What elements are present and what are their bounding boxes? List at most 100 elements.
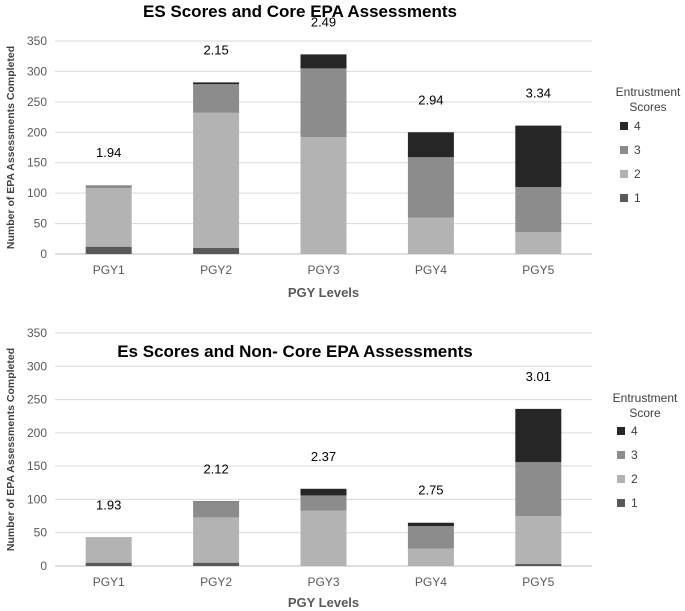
data-label-mean-es: 2.94 (418, 92, 443, 107)
y-tick-label: 0 (40, 559, 47, 573)
x-tick-label: PGY3 (307, 575, 339, 589)
legend-title: Scores (629, 100, 666, 114)
data-label-mean-es: 2.15 (203, 42, 228, 57)
y-axis-label: Number of EPA Assessments Completed (5, 46, 17, 249)
bar-segment-pgy5-score-3 (515, 187, 562, 233)
x-tick-label: PGY2 (200, 575, 232, 589)
y-tick-label: 100 (27, 186, 47, 200)
x-tick-label: PGY3 (307, 263, 339, 277)
bar-segment-pgy5-score-3 (515, 462, 562, 517)
x-tick-label: PGY1 (93, 575, 125, 589)
data-label-mean-es: 2.49 (311, 14, 336, 29)
bar-segment-pgy1-score-3 (85, 185, 132, 189)
legend-swatch (620, 170, 628, 178)
data-label-mean-es: 3.01 (526, 369, 551, 384)
bar-segment-pgy2-score-1 (193, 247, 240, 254)
bar-segment-pgy2-score-1 (193, 562, 240, 566)
bar-segment-pgy4-score-4 (407, 522, 454, 527)
data-label-mean-es: 2.37 (311, 449, 336, 464)
bar-segment-pgy3-score-2 (300, 510, 347, 566)
legend-label: 4 (634, 119, 641, 133)
legend-label: 3 (631, 448, 638, 462)
data-label-mean-es: 1.94 (96, 145, 121, 160)
bar-segment-pgy1-score-1 (85, 246, 132, 254)
chart-title: Es Scores and Non- Core EPA Assessments (117, 342, 473, 361)
y-tick-label: 250 (27, 393, 47, 407)
bar-segment-pgy1-score-2 (85, 538, 132, 563)
legend-title: Entrustment (613, 391, 678, 405)
data-label-mean-es: 3.34 (526, 86, 551, 101)
bar-segment-pgy3-score-3 (300, 68, 347, 138)
y-tick-label: 200 (27, 125, 47, 139)
legend-swatch (617, 499, 625, 507)
legend-label: 2 (634, 167, 641, 181)
bar-segment-pgy5-score-2 (515, 516, 562, 565)
bar-segment-pgy3-score-4 (300, 488, 347, 496)
bar-segment-pgy2-score-3 (193, 84, 240, 113)
legend-title: Entrustment (616, 85, 681, 99)
legend-label: 1 (631, 496, 638, 510)
data-label-mean-es: 1.93 (96, 497, 121, 512)
bar-segment-pgy1-score-1 (85, 562, 132, 566)
x-tick-label: PGY5 (522, 263, 554, 277)
legend-swatch (620, 122, 628, 130)
y-tick-label: 250 (27, 95, 47, 109)
legend-label: 1 (634, 191, 641, 205)
legend-title: Score (629, 406, 661, 420)
y-tick-label: 0 (40, 247, 47, 261)
x-tick-label: PGY1 (93, 263, 125, 277)
chart-title: ES Scores and Core EPA Assessments (143, 2, 457, 21)
y-tick-label: 150 (27, 156, 47, 170)
legend-label: 4 (631, 424, 638, 438)
y-tick-label: 300 (27, 64, 47, 78)
bar-segment-pgy4-score-2 (407, 217, 454, 254)
bar-segment-pgy3-score-4 (300, 54, 347, 69)
bar-segment-pgy2-score-4 (193, 82, 240, 85)
y-tick-label: 50 (34, 217, 48, 231)
legend-label: 3 (634, 143, 641, 157)
bar-segment-pgy3-score-2 (300, 137, 347, 254)
y-tick-label: 100 (27, 492, 47, 506)
bar-segment-pgy5-score-2 (515, 232, 562, 254)
bar-segment-pgy5-score-4 (515, 408, 562, 463)
x-tick-label: PGY2 (200, 263, 232, 277)
data-label-mean-es: 2.12 (203, 461, 228, 476)
legend-swatch (617, 451, 625, 459)
bar-segment-pgy2-score-2 (193, 517, 240, 563)
legend-swatch (620, 194, 628, 202)
bar-segment-pgy1-score-2 (85, 188, 132, 247)
x-tick-label: PGY4 (415, 263, 447, 277)
bar-segment-pgy5-score-4 (515, 125, 562, 188)
legend-swatch (617, 427, 625, 435)
chart-1: 0 50 100 150 200 250 300 350 PGY1 1.94 PGY2 2.15 PGY… (5, 2, 681, 300)
bar-segment-pgy5-score-1 (515, 564, 562, 566)
y-tick-label: 150 (27, 459, 47, 473)
legend-label: 2 (631, 472, 638, 486)
y-tick-label: 350 (27, 34, 47, 48)
legend-swatch (617, 475, 625, 483)
x-tick-label: PGY5 (522, 575, 554, 589)
bar-segment-pgy4-score-3 (407, 526, 454, 549)
bar-segment-pgy4-score-4 (407, 132, 454, 158)
legend-swatch (620, 146, 628, 154)
y-tick-label: 300 (27, 359, 47, 373)
bar-segment-pgy2-score-4 (193, 501, 240, 503)
y-tick-label: 350 (27, 326, 47, 340)
bar-segment-pgy2-score-2 (193, 112, 240, 248)
bar-segment-pgy2-score-3 (193, 502, 240, 518)
x-tick-label: PGY4 (415, 575, 447, 589)
y-tick-label: 200 (27, 426, 47, 440)
x-axis-label: PGY Levels (288, 595, 359, 610)
bar-segment-pgy4-score-2 (407, 548, 454, 566)
y-tick-label: 50 (34, 526, 48, 540)
chart-2: 0 50 100 150 200 250 300 350 PGY1 1.93 PGY2 2.12 PGY… (5, 326, 678, 610)
bar-segment-pgy1-score-3 (85, 537, 132, 539)
bar-segment-pgy4-score-3 (407, 157, 454, 218)
bar-segment-pgy3-score-3 (300, 495, 347, 511)
data-label-mean-es: 2.75 (418, 483, 443, 498)
x-axis-label: PGY Levels (288, 285, 359, 300)
y-axis-label: Number of EPA Assessments Completed (5, 348, 17, 551)
